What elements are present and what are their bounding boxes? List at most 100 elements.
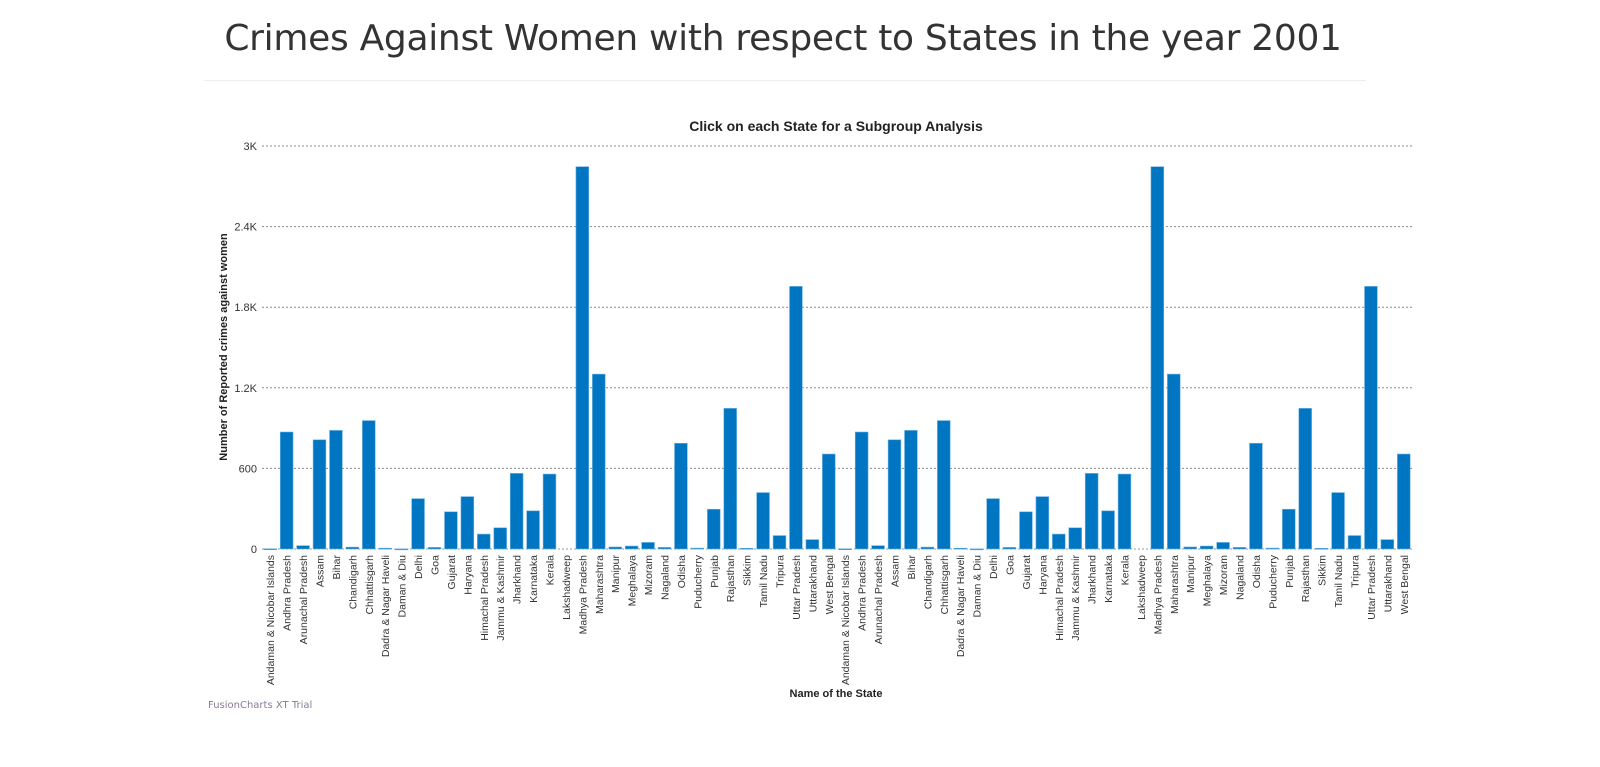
bar-tripura[interactable] [772,535,787,550]
bar-odisha[interactable] [1249,442,1263,550]
bar-jharkhand[interactable] [509,473,524,550]
x-tick-label: Andhra Pradesh [857,555,869,631]
bar-chandigarh[interactable] [920,546,935,550]
x-tick-label: Kerala [545,555,557,586]
bar-daman-diu[interactable] [394,548,409,551]
bar-haryana[interactable] [1035,496,1050,550]
x-tick-label: Nagaland [660,555,672,600]
bar-gujarat[interactable] [444,511,458,550]
page-title: Crimes Against Women with respect to Sta… [224,18,1342,59]
bar-nagaland[interactable] [1232,547,1247,550]
x-tick-label: Bihar [906,555,918,580]
x-tick-label: Daman & Diu [972,555,984,618]
bar-haryana[interactable] [460,496,475,550]
bar-puducherry[interactable] [1265,547,1280,550]
bar-tamil-nadu[interactable] [1331,492,1345,550]
bar-mizoram[interactable] [641,542,655,550]
bar-meghalaya[interactable] [624,545,639,550]
x-tick-label: Jharkhand [512,555,524,604]
x-tick-label: Puducherry [1267,554,1279,608]
bar-bihar[interactable] [904,430,918,550]
bar-karnataka[interactable] [526,510,540,550]
bar-punjab[interactable] [707,508,721,550]
bar-madhya-pradesh[interactable] [1150,166,1165,550]
bar-west-bengal[interactable] [1397,453,1411,550]
bar-uttar-pradesh[interactable] [1364,286,1378,550]
x-tick-label: Rajasthan [725,555,737,602]
bar-kerala[interactable] [1117,473,1132,550]
bar-sikkim[interactable] [739,548,754,550]
bar-punjab[interactable] [1282,508,1296,550]
y-tick-label: 2.4K [234,222,257,234]
x-tick-label: Assam [890,555,902,587]
bar-arunachal-pradesh[interactable] [871,545,885,550]
bar-chhattisgarh[interactable] [362,420,376,550]
x-tick-label: Daman & Diu [397,555,409,618]
bar-kerala[interactable] [542,473,557,550]
y-tick-label: 0 [251,544,257,556]
x-tick-label: Lakshadweep [561,555,573,620]
bar-nagaland[interactable] [657,547,672,550]
bar-delhi[interactable] [986,498,1000,550]
bar-assam[interactable] [312,439,327,550]
x-tick-label: Delhi [988,555,1000,579]
bar-uttarakhand[interactable] [805,539,820,550]
bar-rajasthan[interactable] [1298,408,1312,550]
bar-west-bengal[interactable] [822,453,836,550]
bar-rajasthan[interactable] [723,408,737,550]
bar-andaman-nicobar-islands[interactable] [263,548,277,551]
bar-andhra-pradesh[interactable] [854,431,869,550]
bar-chhattisgarh[interactable] [937,420,951,550]
x-axis-ticks: Andaman & Nicobar Islands Andhra Pradesh A… [265,554,1411,685]
bar-jammu-kashmir[interactable] [1068,527,1082,550]
bar-chandigarh[interactable] [345,546,360,550]
bar-uttar-pradesh[interactable] [789,286,803,550]
bar-himachal-pradesh[interactable] [1052,533,1066,550]
bar-maharashtra[interactable] [592,373,606,550]
bar-himachal-pradesh[interactable] [477,533,491,550]
x-tick-label: Chhattisgarh [364,555,376,615]
bar-odisha[interactable] [674,442,688,550]
bar-karnataka[interactable] [1101,510,1115,550]
trial-watermark[interactable]: FusionCharts XT Trial [208,700,313,711]
gridlines [262,145,1412,550]
bar-arunachal-pradesh[interactable] [296,545,310,550]
bar-sikkim[interactable] [1314,548,1329,550]
x-tick-label: Tripura [775,555,787,588]
bar-gujarat[interactable] [1019,511,1033,550]
bar-goa[interactable] [1002,547,1017,550]
x-tick-label: Madhya Pradesh [1152,555,1164,635]
x-tick-label: Dadra & Nagar Haveli [955,555,967,657]
x-tick-label: Jammu & Kashmir [1070,555,1082,641]
bar-jharkhand[interactable] [1084,473,1099,550]
x-tick-label: Chandigarh [347,555,359,609]
x-tick-label: Gujarat [446,555,458,590]
bar-mizoram[interactable] [1216,542,1230,550]
x-tick-label: Uttarakhand [807,555,819,612]
bar-bihar[interactable] [329,430,343,550]
bar-madhya-pradesh[interactable] [575,166,590,550]
bar-puducherry[interactable] [690,547,705,550]
bar-manipur[interactable] [1183,546,1197,550]
bar-tripura[interactable] [1347,535,1362,550]
bar-assam[interactable] [887,439,902,550]
bar-delhi[interactable] [411,498,425,550]
x-tick-label: Manipur [1185,554,1197,592]
x-tick-label: Meghalaya [627,555,639,607]
bar-tamil-nadu[interactable] [756,492,770,550]
bar-dadra-nagar-haveli[interactable] [953,547,967,550]
bar-daman-diu[interactable] [969,548,984,551]
bar-andhra-pradesh[interactable] [279,431,294,550]
bar-goa[interactable] [427,547,442,550]
bar-meghalaya[interactable] [1199,545,1214,550]
bar-jammu-kashmir[interactable] [493,527,507,550]
x-tick-label: Haryana [1037,555,1049,595]
bar-maharashtra[interactable] [1167,373,1181,550]
x-tick-label: Jharkhand [1087,555,1099,604]
x-tick-label: Himachal Pradesh [1054,555,1066,641]
bar-andaman-nicobar-islands[interactable] [838,548,852,551]
bar-manipur[interactable] [608,546,622,550]
bar-uttarakhand[interactable] [1380,539,1395,550]
y-axis-ticks: 0 600 1.2K 1.8K 2.4K 3K [234,141,257,556]
bar-dadra-nagar-haveli[interactable] [378,547,392,550]
